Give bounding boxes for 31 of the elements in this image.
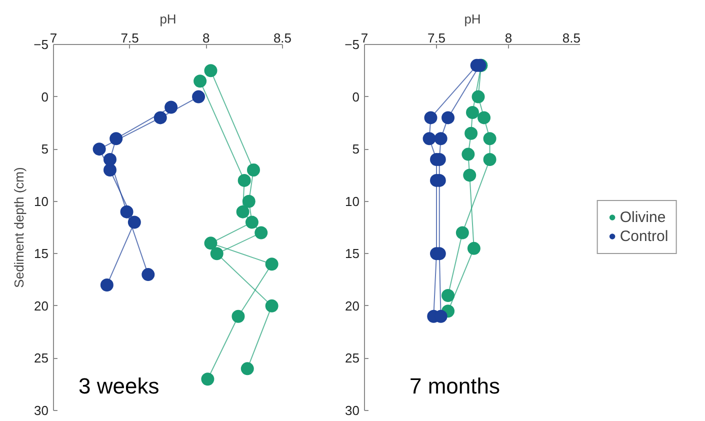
y-tick-label: 0 <box>41 89 49 104</box>
y-tick-label: 10 <box>34 194 49 209</box>
x-tick-label: 7.5 <box>120 30 139 46</box>
annotation: 3 weeks <box>78 374 160 398</box>
x-tick-label: 7.5 <box>427 30 446 46</box>
y-tick-label: 25 <box>34 350 49 366</box>
y-tick-label: 0 <box>352 89 360 104</box>
y-tick-label: −5 <box>34 37 49 52</box>
legend-label: Olivine <box>620 208 666 226</box>
y-tick-label: 20 <box>345 298 360 314</box>
x-tick-label: 8 <box>202 30 210 46</box>
x-axis-title: pH <box>464 12 481 26</box>
x-tick-label: 8 <box>504 30 512 46</box>
legend-label: Control <box>620 228 668 244</box>
y-tick-label: 30 <box>34 403 49 418</box>
annotation: 7 months <box>410 374 500 398</box>
x-tick-label: 7 <box>360 30 368 46</box>
y-tick-label: −5 <box>344 37 360 52</box>
x-tick-label: 7 <box>50 30 58 46</box>
y-tick-label: 30 <box>345 403 360 418</box>
x-tick-label: 8.5 <box>562 30 581 46</box>
x-axis-title: pH <box>160 12 176 26</box>
y-tick-label: 5 <box>41 142 49 157</box>
y-tick-label: 20 <box>34 298 49 314</box>
y-tick-label: 10 <box>345 194 360 209</box>
y-tick-label: 25 <box>345 350 360 366</box>
y-tick-label: 15 <box>34 246 49 262</box>
y-tick-label: 5 <box>352 142 360 157</box>
x-tick-label: 8.5 <box>273 30 292 46</box>
y-tick-label: 15 <box>345 246 360 262</box>
y-axis-title: Sediment depth (cm) <box>12 167 27 288</box>
